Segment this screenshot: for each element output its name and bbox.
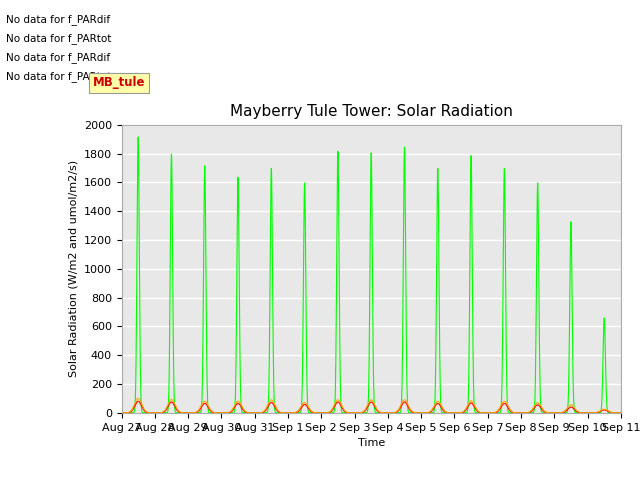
Text: No data for f_PARdif: No data for f_PARdif <box>6 13 111 24</box>
Title: Mayberry Tule Tower: Solar Radiation: Mayberry Tule Tower: Solar Radiation <box>230 105 513 120</box>
Text: No data for f_PARdif: No data for f_PARdif <box>6 52 111 63</box>
Y-axis label: Solar Radiation (W/m2 and umol/m2/s): Solar Radiation (W/m2 and umol/m2/s) <box>68 160 78 377</box>
Text: MB_tule: MB_tule <box>93 76 145 89</box>
Text: No data for f_PARtot: No data for f_PARtot <box>6 33 112 44</box>
Text: No data for f_PARtot: No data for f_PARtot <box>6 71 112 82</box>
X-axis label: Time: Time <box>358 438 385 448</box>
